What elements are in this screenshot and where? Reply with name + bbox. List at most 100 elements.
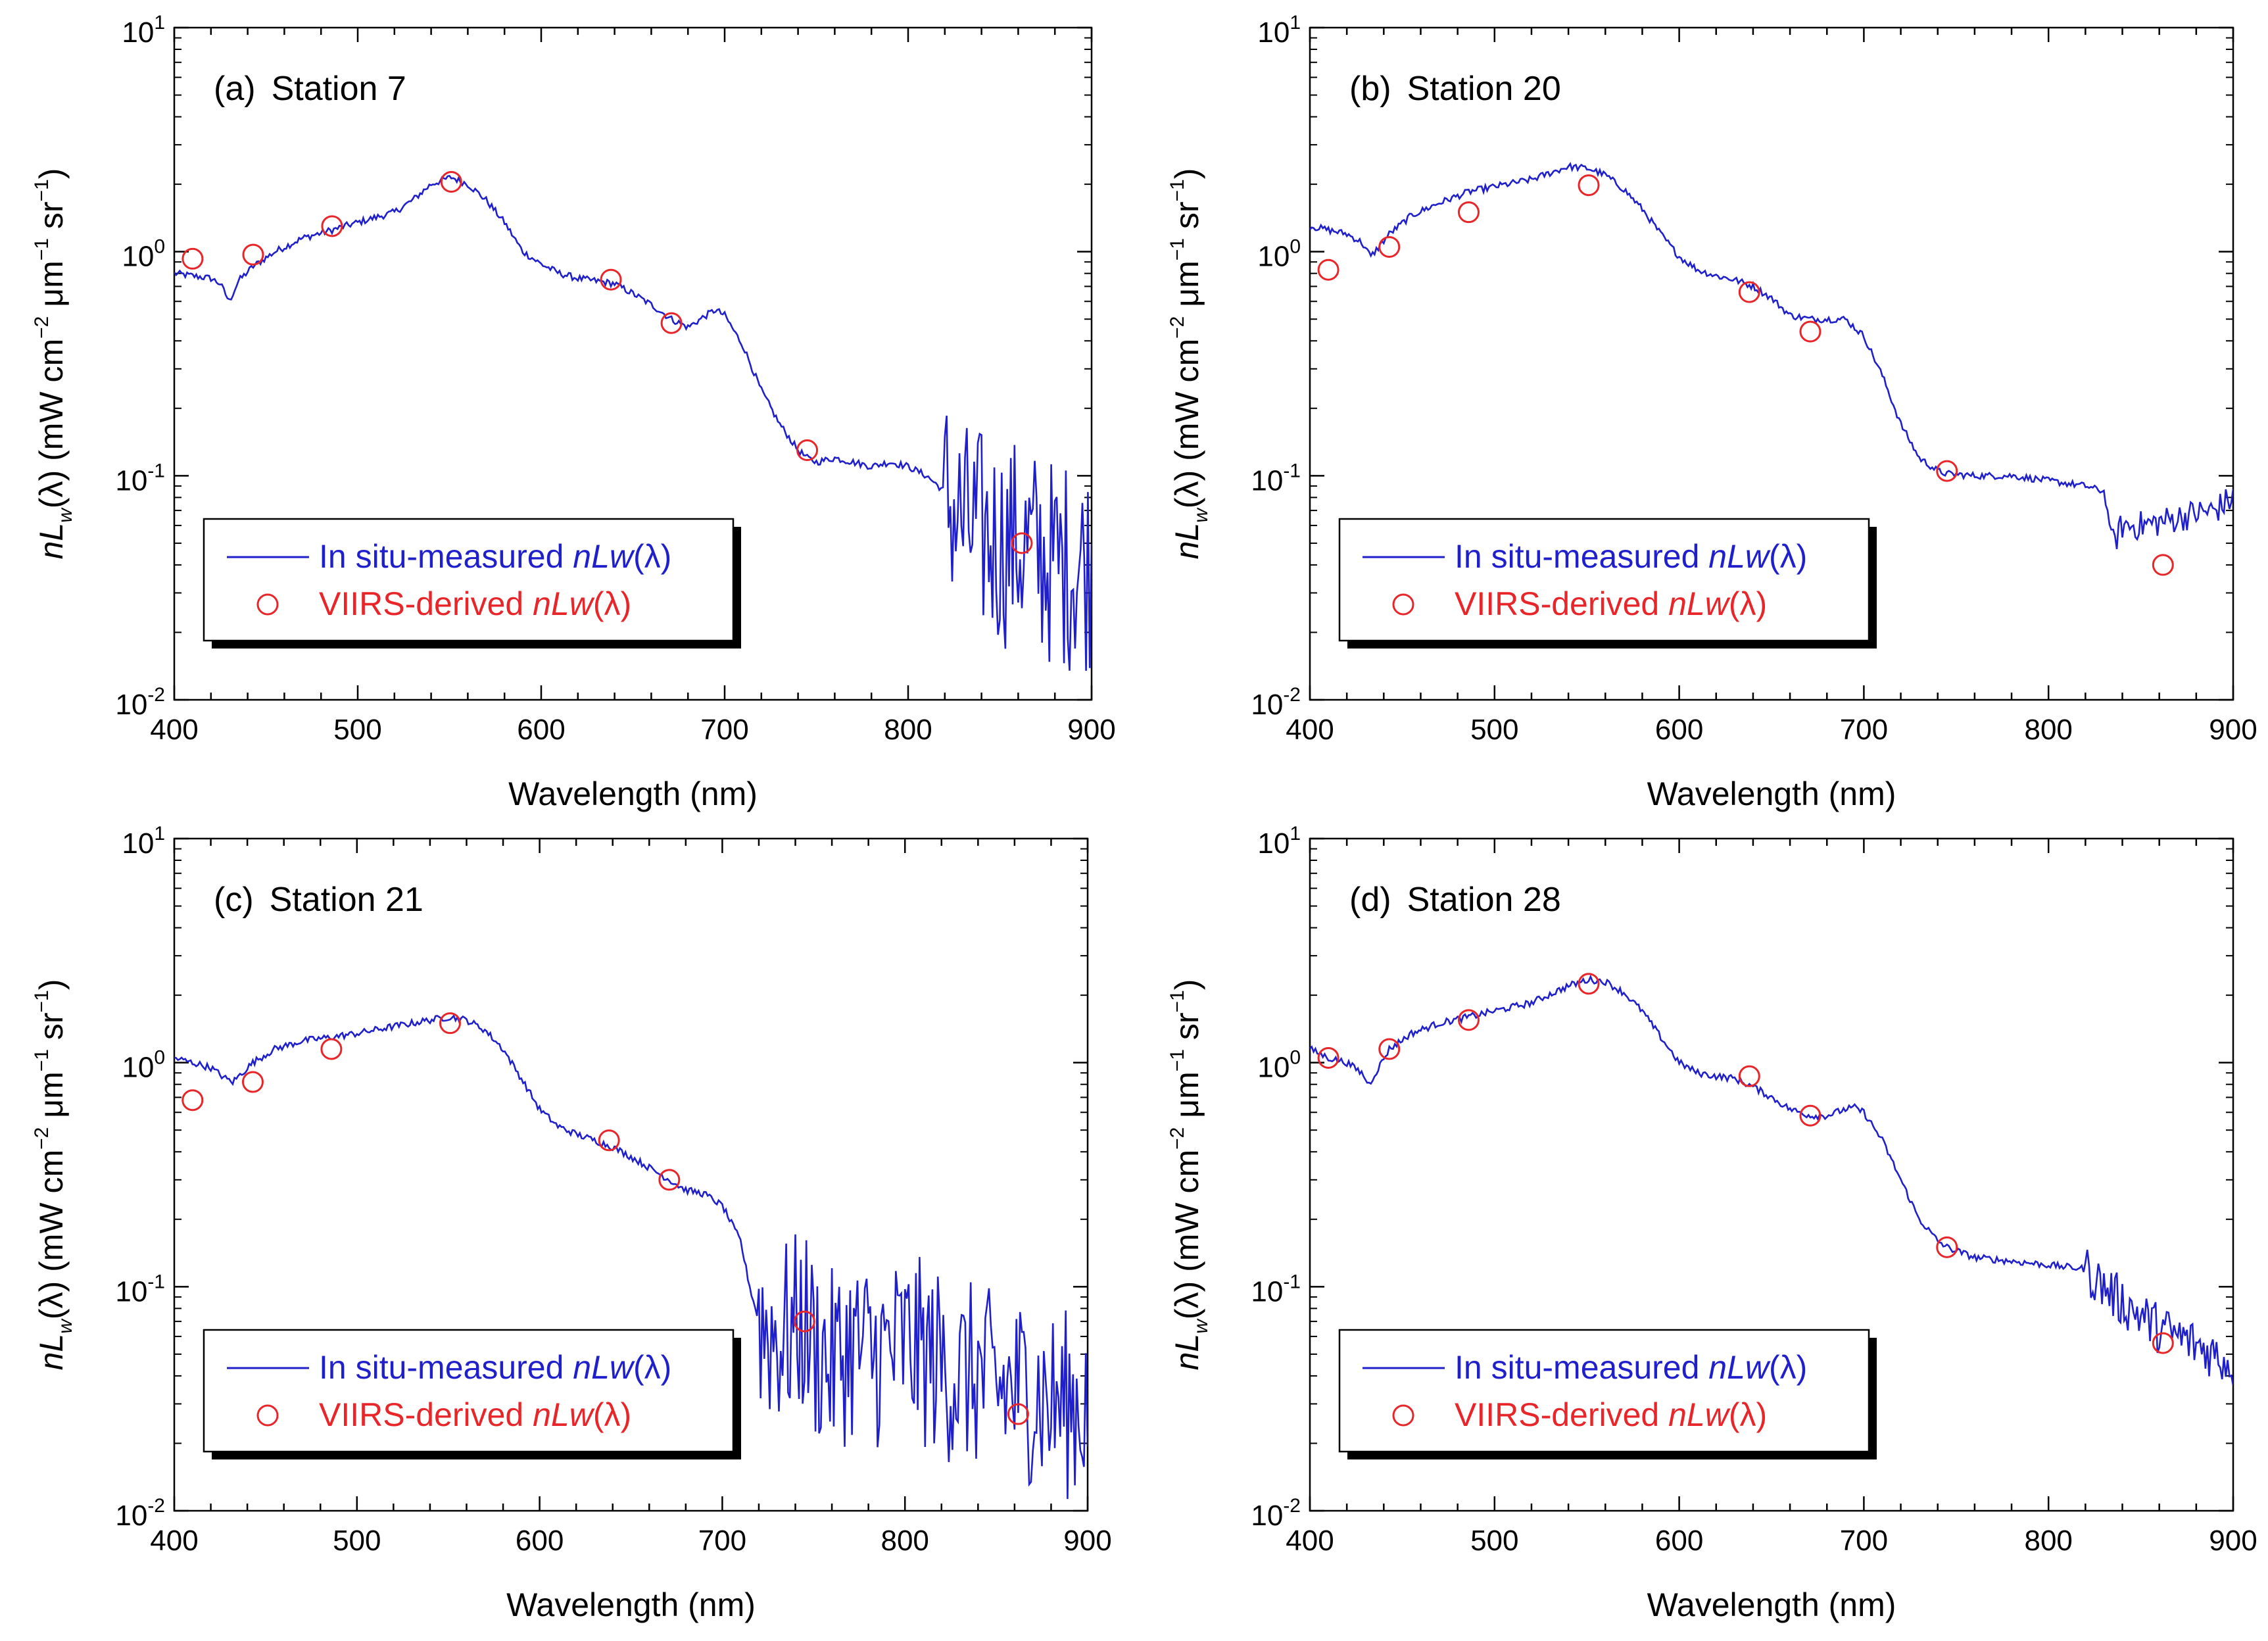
- viirs-marker: [1378, 235, 1401, 258]
- viirs-marker: [1457, 1009, 1480, 1031]
- viirs-marker: [181, 247, 204, 270]
- ytick-label-exp: 1: [154, 12, 165, 34]
- legend-viirs-suffix: (λ): [593, 1396, 631, 1433]
- ytick-label-exp: 0: [154, 236, 165, 258]
- legend-measured-prefix: In situ-measured: [1455, 538, 1708, 575]
- ytick-label-base: 10: [1251, 464, 1283, 497]
- viirs-marker: [242, 243, 264, 266]
- ytick-label: 101: [122, 823, 165, 860]
- ytick-label-base: 10: [1251, 1500, 1283, 1532]
- legend-measured-prefix: In situ-measured: [319, 1349, 573, 1386]
- legend-marker-swatch: [1392, 1404, 1414, 1427]
- ytick-label: 101: [1257, 12, 1301, 49]
- y-label-unit3: sr: [1169, 202, 1205, 239]
- y-label-unit3: sr: [1169, 1013, 1205, 1050]
- x-axis-label: Wavelength (nm): [1647, 1586, 1896, 1623]
- plot-area: [1310, 162, 2233, 576]
- legend-box: [203, 518, 735, 642]
- legend-measured-suffix: (λ): [1769, 1349, 1807, 1386]
- viirs-marker: [241, 1071, 264, 1093]
- ytick-label-exp: 0: [1290, 236, 1301, 258]
- legend-viirs-prefix: VIIRS-derived: [1455, 585, 1668, 622]
- measured-spectrum-line: [1310, 974, 2233, 1386]
- ytick-label: 100: [122, 236, 165, 273]
- legend-measured-qty: nLw: [1708, 1349, 1771, 1386]
- plot-frame: [1309, 837, 2234, 1512]
- ytick-label-base: 10: [1251, 689, 1283, 721]
- legend-box: [1338, 1329, 1870, 1453]
- ytick-label-exp: -1: [147, 460, 165, 481]
- ytick-label-base: 10: [122, 1052, 154, 1084]
- ytick-label-exp: 1: [1290, 823, 1301, 845]
- ytick-label-base: 10: [1257, 1052, 1290, 1084]
- ytick-label-base: 10: [122, 827, 154, 860]
- ytick-label: 101: [122, 12, 165, 49]
- ytick-label: 10-2: [1251, 684, 1301, 721]
- legend-measured-qty: nLw: [573, 1349, 635, 1386]
- panel-letter: (a): [214, 70, 256, 108]
- y-label-nl: nL: [33, 523, 70, 560]
- legend-measured-suffix: (λ): [633, 538, 671, 575]
- y-label-unit1: (λ) (mW cm: [1169, 1150, 1205, 1319]
- viirs-marker: [321, 215, 343, 237]
- legend-viirs-label: VIIRS-derived nLw(λ): [319, 585, 631, 622]
- ytick-label: 10-1: [1251, 1271, 1301, 1308]
- panel-title: (b) Station 20: [1349, 70, 1561, 108]
- legend-measured-qty: nLw: [573, 538, 635, 575]
- y-label-exp3: −1: [31, 990, 53, 1012]
- xtick-label: 600: [516, 1525, 564, 1557]
- legend-viirs-qty: nLw: [533, 1396, 595, 1433]
- viirs-marker: [796, 439, 819, 462]
- legend-marker-swatch: [256, 1404, 279, 1427]
- plot-frame: [1309, 26, 2234, 701]
- ytick-label-exp: -2: [147, 684, 165, 706]
- xtick-label: 800: [2024, 714, 2072, 746]
- viirs-marker: [1936, 460, 1958, 482]
- xtick-label: 600: [1655, 714, 1703, 746]
- viirs-marker: [440, 170, 462, 193]
- y-label-w: w: [1190, 1318, 1212, 1334]
- y-label-unit3: sr: [33, 202, 70, 239]
- station-name: Station 28: [1407, 881, 1561, 919]
- viirs-marker: [2152, 1332, 2174, 1354]
- ytick-label-base: 10: [115, 689, 147, 721]
- viirs-marker: [1457, 201, 1480, 224]
- viirs-marker: [1799, 1104, 1822, 1127]
- y-label-unit1: (λ) (mW cm: [33, 1150, 70, 1319]
- panel-title: (c) Station 21: [214, 881, 423, 919]
- viirs-marker: [658, 1169, 681, 1191]
- ytick-label-base: 10: [122, 16, 154, 49]
- legend-viirs-qty: nLw: [1668, 585, 1731, 622]
- xtick-label: 600: [517, 714, 565, 746]
- xtick-label: 900: [1063, 1525, 1111, 1557]
- xtick-label: 500: [333, 1525, 381, 1557]
- legend-marker-swatch: [256, 593, 279, 616]
- legend-viirs-qty: nLw: [533, 585, 595, 622]
- y-label-unit1: (λ) (mW cm: [33, 339, 70, 508]
- y-label-unit2: μm: [33, 260, 70, 316]
- y-label-w: w: [55, 1318, 76, 1334]
- viirs-marker: [439, 1012, 461, 1035]
- viirs-marker: [793, 1310, 815, 1333]
- viirs-marker: [1317, 258, 1339, 281]
- xtick-label: 700: [1840, 1525, 1888, 1557]
- viirs-marker: [320, 1038, 343, 1060]
- ytick-label-base: 10: [122, 241, 154, 273]
- y-label-nl: nL: [33, 1334, 70, 1371]
- ytick-label: 101: [1257, 823, 1301, 860]
- legend-measured-prefix: In situ-measured: [319, 538, 573, 575]
- viirs-marker: [600, 268, 622, 291]
- legend-measured-label: In situ-measured nLw(λ): [319, 538, 671, 575]
- xtick-label: 500: [333, 714, 381, 746]
- xtick-label: 900: [1067, 714, 1115, 746]
- legend-measured-label: In situ-measured nLw(λ): [1455, 538, 1807, 575]
- station-name: Station 20: [1407, 70, 1561, 108]
- legend-viirs-label: VIIRS-derived nLw(λ): [319, 1396, 631, 1433]
- legend-viirs-prefix: VIIRS-derived: [1455, 1396, 1668, 1433]
- y-label-unit1: (λ) (mW cm: [1169, 339, 1205, 508]
- y-label-exp1: −2: [1167, 316, 1188, 339]
- xtick-label: 400: [150, 1525, 198, 1557]
- ytick-label-exp: -2: [147, 1495, 165, 1517]
